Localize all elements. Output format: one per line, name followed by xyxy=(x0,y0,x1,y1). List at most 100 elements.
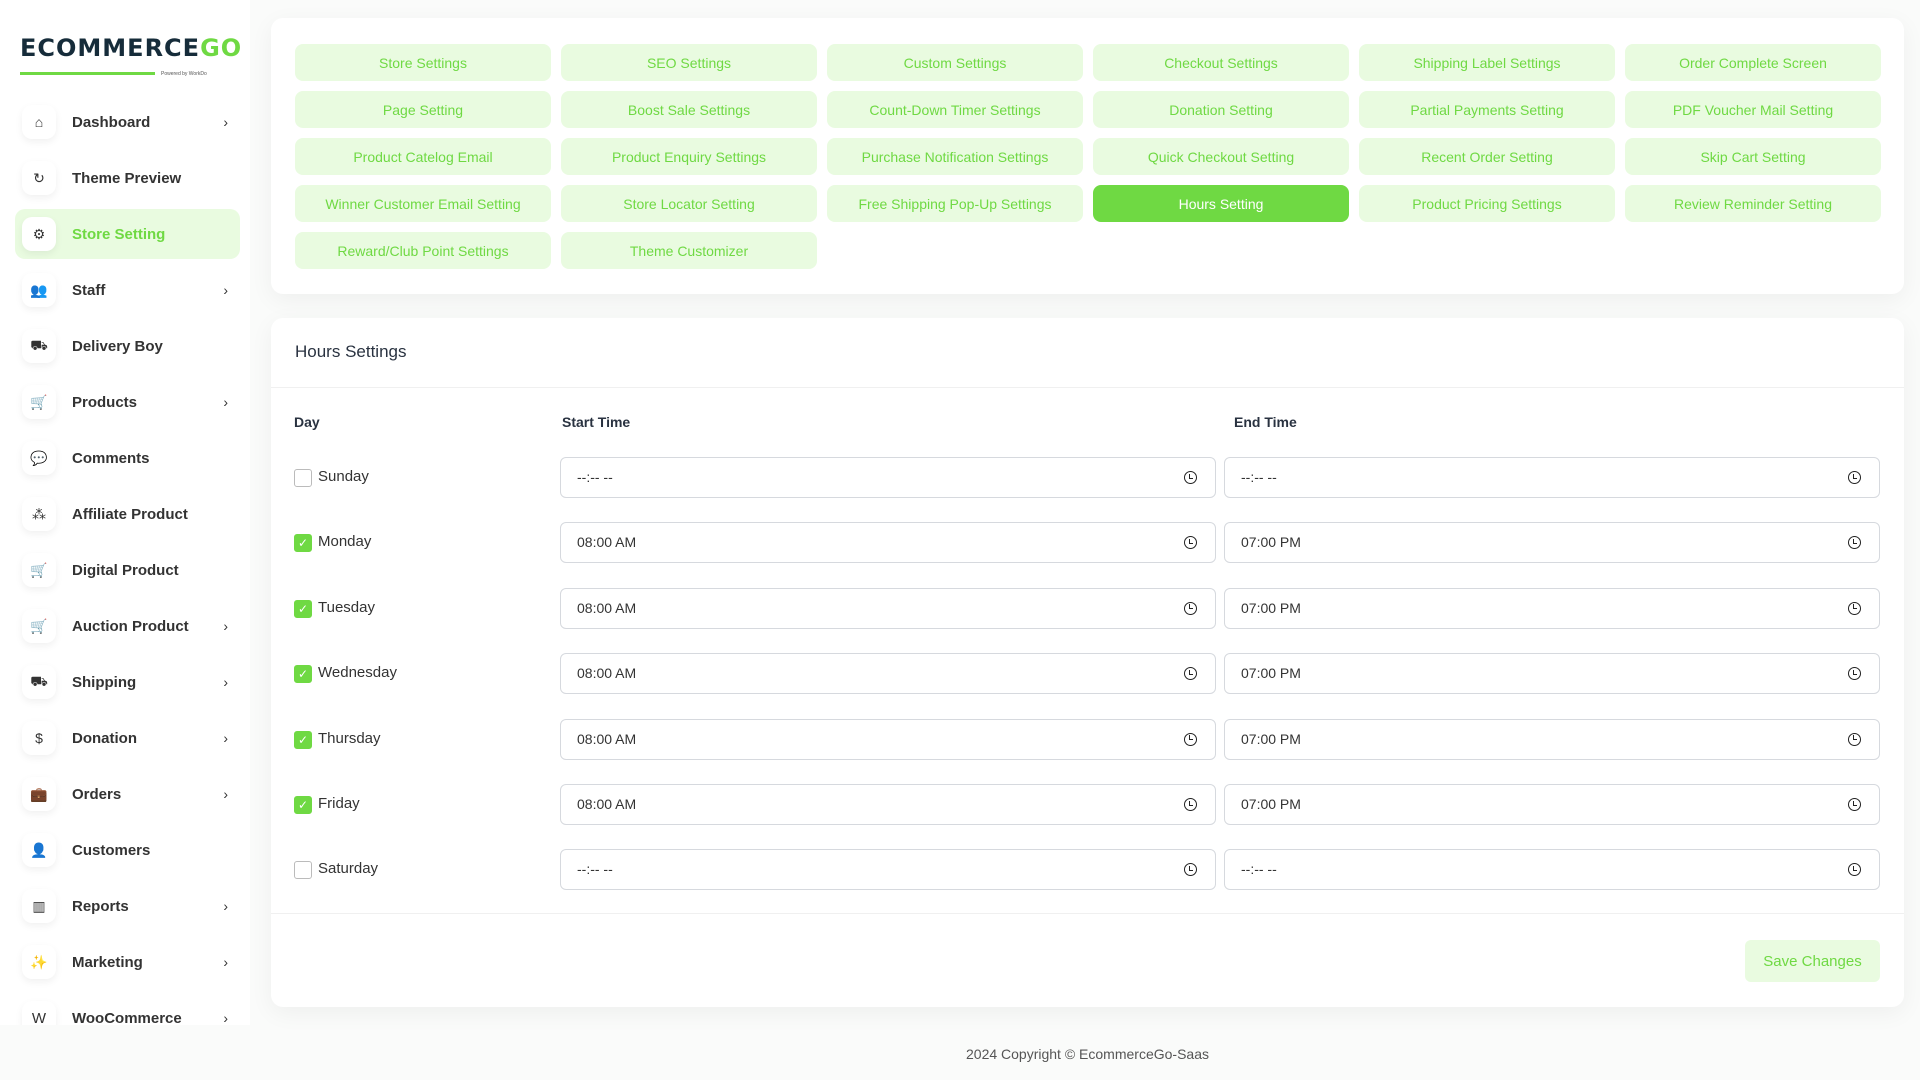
sidebar-item-reports[interactable]: ▥ Reports › xyxy=(15,881,240,931)
clock-icon[interactable] xyxy=(1184,863,1197,877)
end-time-input[interactable]: 07:00 PM xyxy=(1224,522,1880,564)
end-time-input[interactable]: --:-- -- xyxy=(1224,849,1880,891)
sidebar-item-label: Products xyxy=(72,393,138,411)
clock-icon[interactable] xyxy=(1184,667,1197,681)
start-time-value: 08:00 AM xyxy=(577,665,637,682)
day-checkbox[interactable]: ✓ xyxy=(294,534,312,553)
refresh-icon: ↻ xyxy=(22,161,56,195)
tab-pdf-voucher-mail-setting[interactable]: PDF Voucher Mail Setting xyxy=(1625,91,1881,128)
tab-recent-order-setting[interactable]: Recent Order Setting xyxy=(1359,138,1615,175)
start-time-input[interactable]: 08:00 AM xyxy=(560,587,1216,629)
tab-skip-cart-setting[interactable]: Skip Cart Setting xyxy=(1625,138,1881,175)
tab-store-locator-setting[interactable]: Store Locator Setting xyxy=(561,185,817,222)
tab-donation-setting[interactable]: Donation Setting xyxy=(1093,91,1349,128)
start-time-input[interactable]: 08:00 AM xyxy=(560,784,1216,825)
sidebar-item-digital-product[interactable]: 🛒 Digital Product xyxy=(15,545,240,595)
sidebar-item-customers[interactable]: 👤 Customers xyxy=(15,825,240,875)
clock-icon[interactable] xyxy=(1184,471,1197,484)
tab-purchase-notification-settings[interactable]: Purchase Notification Settings xyxy=(827,138,1083,175)
save-changes-button[interactable]: Save Changes xyxy=(1745,940,1880,982)
sidebar-item-comments[interactable]: 💬 Comments xyxy=(15,433,240,483)
day-checkbox[interactable]: ✓ xyxy=(294,665,312,684)
day-checkbox[interactable]: ✓ xyxy=(294,730,312,749)
tab-hours-setting[interactable]: Hours Setting xyxy=(1093,185,1349,222)
sidebar-item-shipping[interactable]: ⛟ Shipping › xyxy=(15,657,240,707)
sidebar-item-delivery-boy[interactable]: ⛟ Delivery Boy xyxy=(15,321,240,371)
sidebar-item-marketing[interactable]: ✨ Marketing › xyxy=(15,937,240,987)
end-time-input[interactable]: --:-- -- xyxy=(1224,457,1880,498)
tab-custom-settings[interactable]: Custom Settings xyxy=(827,44,1083,81)
day-checkbox[interactable]: ✓ xyxy=(294,599,312,618)
logo[interactable]: ECOMMERCEGO Powered by WorkDo xyxy=(20,34,242,80)
cart-discount-icon: 🛒 xyxy=(22,609,56,643)
tab-reward-club-point-settings[interactable]: Reward/Club Point Settings xyxy=(295,232,551,269)
sidebar-item-staff[interactable]: 👥 Staff › xyxy=(15,265,240,315)
start-time-input[interactable]: --:-- -- xyxy=(560,849,1216,891)
clock-icon[interactable] xyxy=(1848,471,1861,484)
end-time-input[interactable]: 07:00 PM xyxy=(1224,587,1880,629)
clock-icon[interactable] xyxy=(1848,536,1861,550)
clock-icon[interactable] xyxy=(1848,798,1861,811)
tab-checkout-settings[interactable]: Checkout Settings xyxy=(1093,44,1349,81)
sidebar-item-affiliate-product[interactable]: ⁂ Affiliate Product xyxy=(15,489,240,539)
clock-icon[interactable] xyxy=(1848,732,1861,746)
tab-quick-checkout-setting[interactable]: Quick Checkout Setting xyxy=(1093,138,1349,175)
sidebar-item-dashboard[interactable]: ⌂ Dashboard › xyxy=(15,97,240,147)
end-time-input[interactable]: 07:00 PM xyxy=(1224,653,1880,695)
sidebar-item-label: Shipping xyxy=(72,673,137,691)
tab-shipping-label-settings[interactable]: Shipping Label Settings xyxy=(1359,44,1615,81)
clock-icon[interactable] xyxy=(1184,732,1197,746)
start-time-input[interactable]: 08:00 AM xyxy=(560,653,1216,695)
sidebar-item-woocommerce[interactable]: W WooCommerce › xyxy=(15,993,240,1025)
day-label: Monday xyxy=(318,533,372,551)
tab-free-shipping-pop-up-settings[interactable]: Free Shipping Pop-Up Settings xyxy=(827,185,1083,222)
tab-boost-sale-settings[interactable]: Boost Sale Settings xyxy=(561,91,817,128)
tab-page-setting[interactable]: Page Setting xyxy=(295,91,551,128)
sidebar-item-orders[interactable]: 💼 Orders › xyxy=(15,769,240,819)
day-label: Tuesday xyxy=(318,598,375,616)
tab-product-pricing-settings[interactable]: Product Pricing Settings xyxy=(1359,185,1615,222)
clock-icon[interactable] xyxy=(1848,667,1861,681)
end-time-input[interactable]: 07:00 PM xyxy=(1224,718,1880,760)
end-time-input[interactable]: 07:00 PM xyxy=(1224,784,1880,825)
sidebar-item-auction-product[interactable]: 🛒 Auction Product › xyxy=(15,601,240,651)
end-time-value: --:-- -- xyxy=(1241,861,1277,878)
tab-theme-customizer[interactable]: Theme Customizer xyxy=(561,232,817,269)
tab-count-down-timer-settings[interactable]: Count-Down Timer Settings xyxy=(827,91,1083,128)
start-time-value: --:-- -- xyxy=(577,861,613,878)
day-checkbox[interactable]: ✓ xyxy=(294,796,312,814)
day-row: Sunday --:-- -- --:-- -- xyxy=(271,457,1904,498)
clock-icon[interactable] xyxy=(1184,536,1197,550)
sidebar-item-theme-preview[interactable]: ↻ Theme Preview xyxy=(15,153,240,203)
sidebar-item-label: Customers xyxy=(72,841,151,859)
tab-winner-customer-email-setting[interactable]: Winner Customer Email Setting xyxy=(295,185,551,222)
day-header: Day xyxy=(294,414,320,430)
clock-icon[interactable] xyxy=(1848,863,1861,877)
start-time-header: Start Time xyxy=(562,414,631,430)
day-checkbox[interactable] xyxy=(294,469,312,487)
logo-text: ECOMMERCE xyxy=(20,34,201,62)
bar-chart-icon: ▥ xyxy=(22,889,56,923)
sidebar-item-donation[interactable]: $ Donation › xyxy=(15,713,240,763)
chevron-right-icon: › xyxy=(223,618,228,634)
start-time-input[interactable]: 08:00 AM xyxy=(560,522,1216,564)
tab-seo-settings[interactable]: SEO Settings xyxy=(561,44,817,81)
clock-icon[interactable] xyxy=(1184,601,1197,615)
tab-product-catelog-email[interactable]: Product Catelog Email xyxy=(295,138,551,175)
sidebar-item-products[interactable]: 🛒 Products › xyxy=(15,377,240,427)
day-row: ✓ Thursday 08:00 AM 07:00 PM xyxy=(271,718,1904,760)
clock-icon[interactable] xyxy=(1184,798,1197,811)
clock-icon[interactable] xyxy=(1848,601,1861,615)
start-time-input[interactable]: --:-- -- xyxy=(560,457,1216,498)
tab-order-complete-screen[interactable]: Order Complete Screen xyxy=(1625,44,1881,81)
chevron-right-icon: › xyxy=(223,954,228,970)
tab-partial-payments-setting[interactable]: Partial Payments Setting xyxy=(1359,91,1615,128)
day-checkbox[interactable] xyxy=(294,861,312,880)
end-time-value: 07:00 PM xyxy=(1241,599,1301,616)
tab-product-enquiry-settings[interactable]: Product Enquiry Settings xyxy=(561,138,817,175)
start-time-input[interactable]: 08:00 AM xyxy=(560,718,1216,760)
tab-review-reminder-setting[interactable]: Review Reminder Setting xyxy=(1625,185,1881,222)
user-icon: 👤 xyxy=(22,833,56,867)
tab-store-settings[interactable]: Store Settings xyxy=(295,44,551,81)
sidebar-item-store-setting[interactable]: ⚙ Store Setting xyxy=(15,209,240,259)
